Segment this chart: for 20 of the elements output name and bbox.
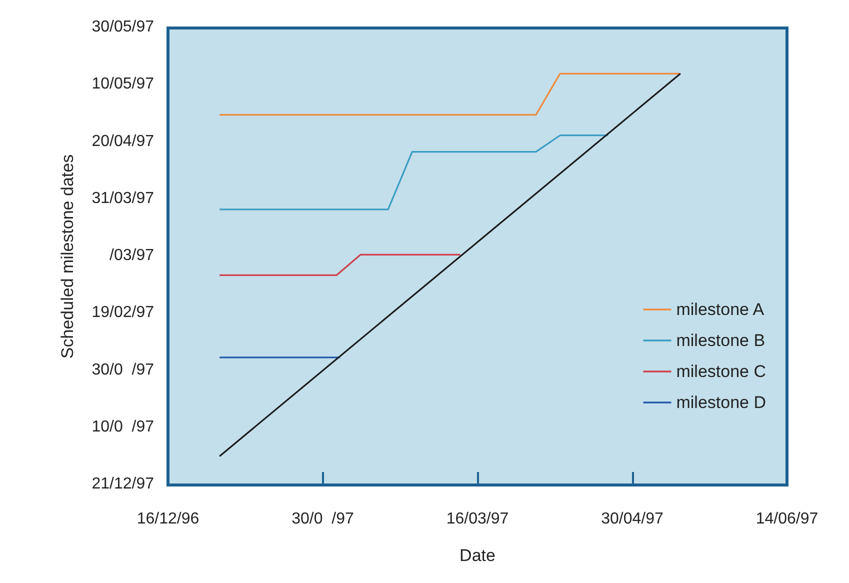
- x-tick-label: 14/06/97: [756, 510, 818, 528]
- text: 10/0 /97: [92, 418, 154, 436]
- x-tick-label: 16/03/97: [446, 510, 509, 528]
- legend-label: milestone C: [676, 362, 766, 381]
- x-tick-label: 30/0 /97: [292, 510, 354, 528]
- y-axis-title: Scheduled milestone dates: [58, 154, 77, 359]
- legend-label: milestone D: [676, 393, 766, 412]
- text: 30/0 /97: [92, 361, 154, 378]
- text: 19/02/97: [92, 304, 154, 322]
- text: 20/04/97: [92, 132, 154, 150]
- text: 21/12/97: [92, 476, 154, 492]
- legend-label: milestone A: [676, 300, 765, 319]
- x-axis-title: Date: [460, 546, 496, 565]
- text: 30/05/97: [92, 18, 154, 36]
- text: 31/03/97: [92, 190, 154, 207]
- x-tick-label: 16/12/96: [136, 510, 200, 528]
- legend-label: milestone B: [676, 331, 766, 350]
- text: /03/97: [110, 247, 154, 264]
- text: 10/05/97: [92, 76, 154, 93]
- x-tick-label: 30/04/97: [601, 510, 664, 528]
